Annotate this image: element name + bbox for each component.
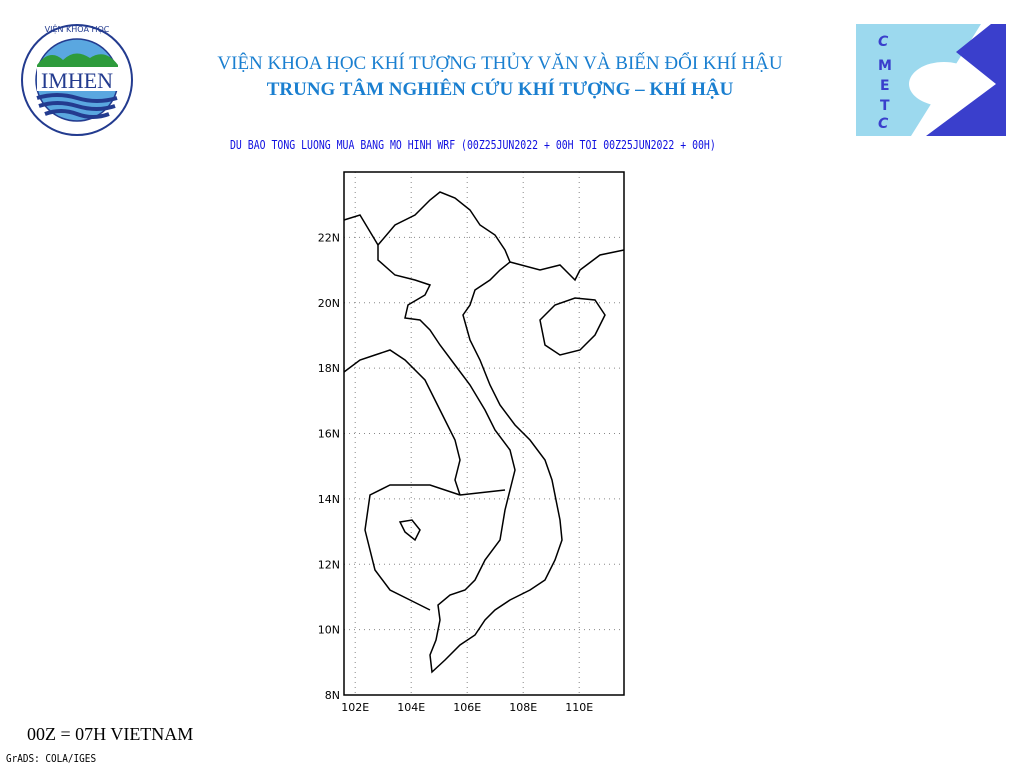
lat-label: 22N — [318, 231, 340, 244]
map-title: DU BAO TONG LUONG MUA BANG MO HINH WRF (… — [230, 138, 716, 152]
svg-text:T: T — [880, 98, 890, 114]
center-title: TRUNG TÂM NGHIÊN CỨU KHÍ TƯỢNG – KHÍ HẬU — [266, 79, 734, 100]
tonle-sap — [398, 519, 421, 542]
vietnam-outline — [377, 191, 563, 674]
lon-label: 110E — [565, 701, 593, 714]
laos-border — [343, 349, 461, 496]
grads-credit: GrADS: COLA/IGES — [6, 752, 97, 765]
coastline-borders — [343, 191, 625, 674]
lat-label: 12N — [318, 558, 340, 571]
lat-label: 16N — [318, 428, 340, 441]
svg-text:VIỆN KHOA HỌC: VIỆN KHOA HỌC — [45, 23, 110, 35]
svg-text:M: M — [878, 58, 892, 74]
svg-text:E: E — [880, 78, 890, 94]
lat-label: 20N — [318, 297, 340, 310]
svg-text:C: C — [878, 116, 889, 132]
time-note: 00Z = 07H VIETNAM — [27, 724, 194, 744]
svg-text:IMHEN: IMHEN — [41, 68, 113, 93]
lon-label: 102E — [341, 701, 369, 714]
lon-label: 108E — [509, 701, 537, 714]
china-border — [343, 214, 625, 282]
institute-title: VIỆN KHOA HỌC KHÍ TƯỢNG THỦY VĂN VÀ BIẾN… — [217, 53, 783, 74]
svg-text:C: C — [878, 34, 889, 50]
hainan-island — [539, 297, 606, 356]
lat-label: 14N — [318, 493, 340, 506]
imhen-logo: IMHEN VIỆN KHOA HỌC — [15, 20, 145, 145]
lat-label: 18N — [318, 362, 340, 375]
cambodia-border — [364, 484, 506, 611]
lon-label: 106E — [453, 701, 481, 714]
map-frame — [343, 171, 625, 696]
lat-label: 10N — [318, 624, 340, 637]
lon-label: 104E — [397, 701, 425, 714]
lat-label: 8N — [325, 689, 340, 702]
